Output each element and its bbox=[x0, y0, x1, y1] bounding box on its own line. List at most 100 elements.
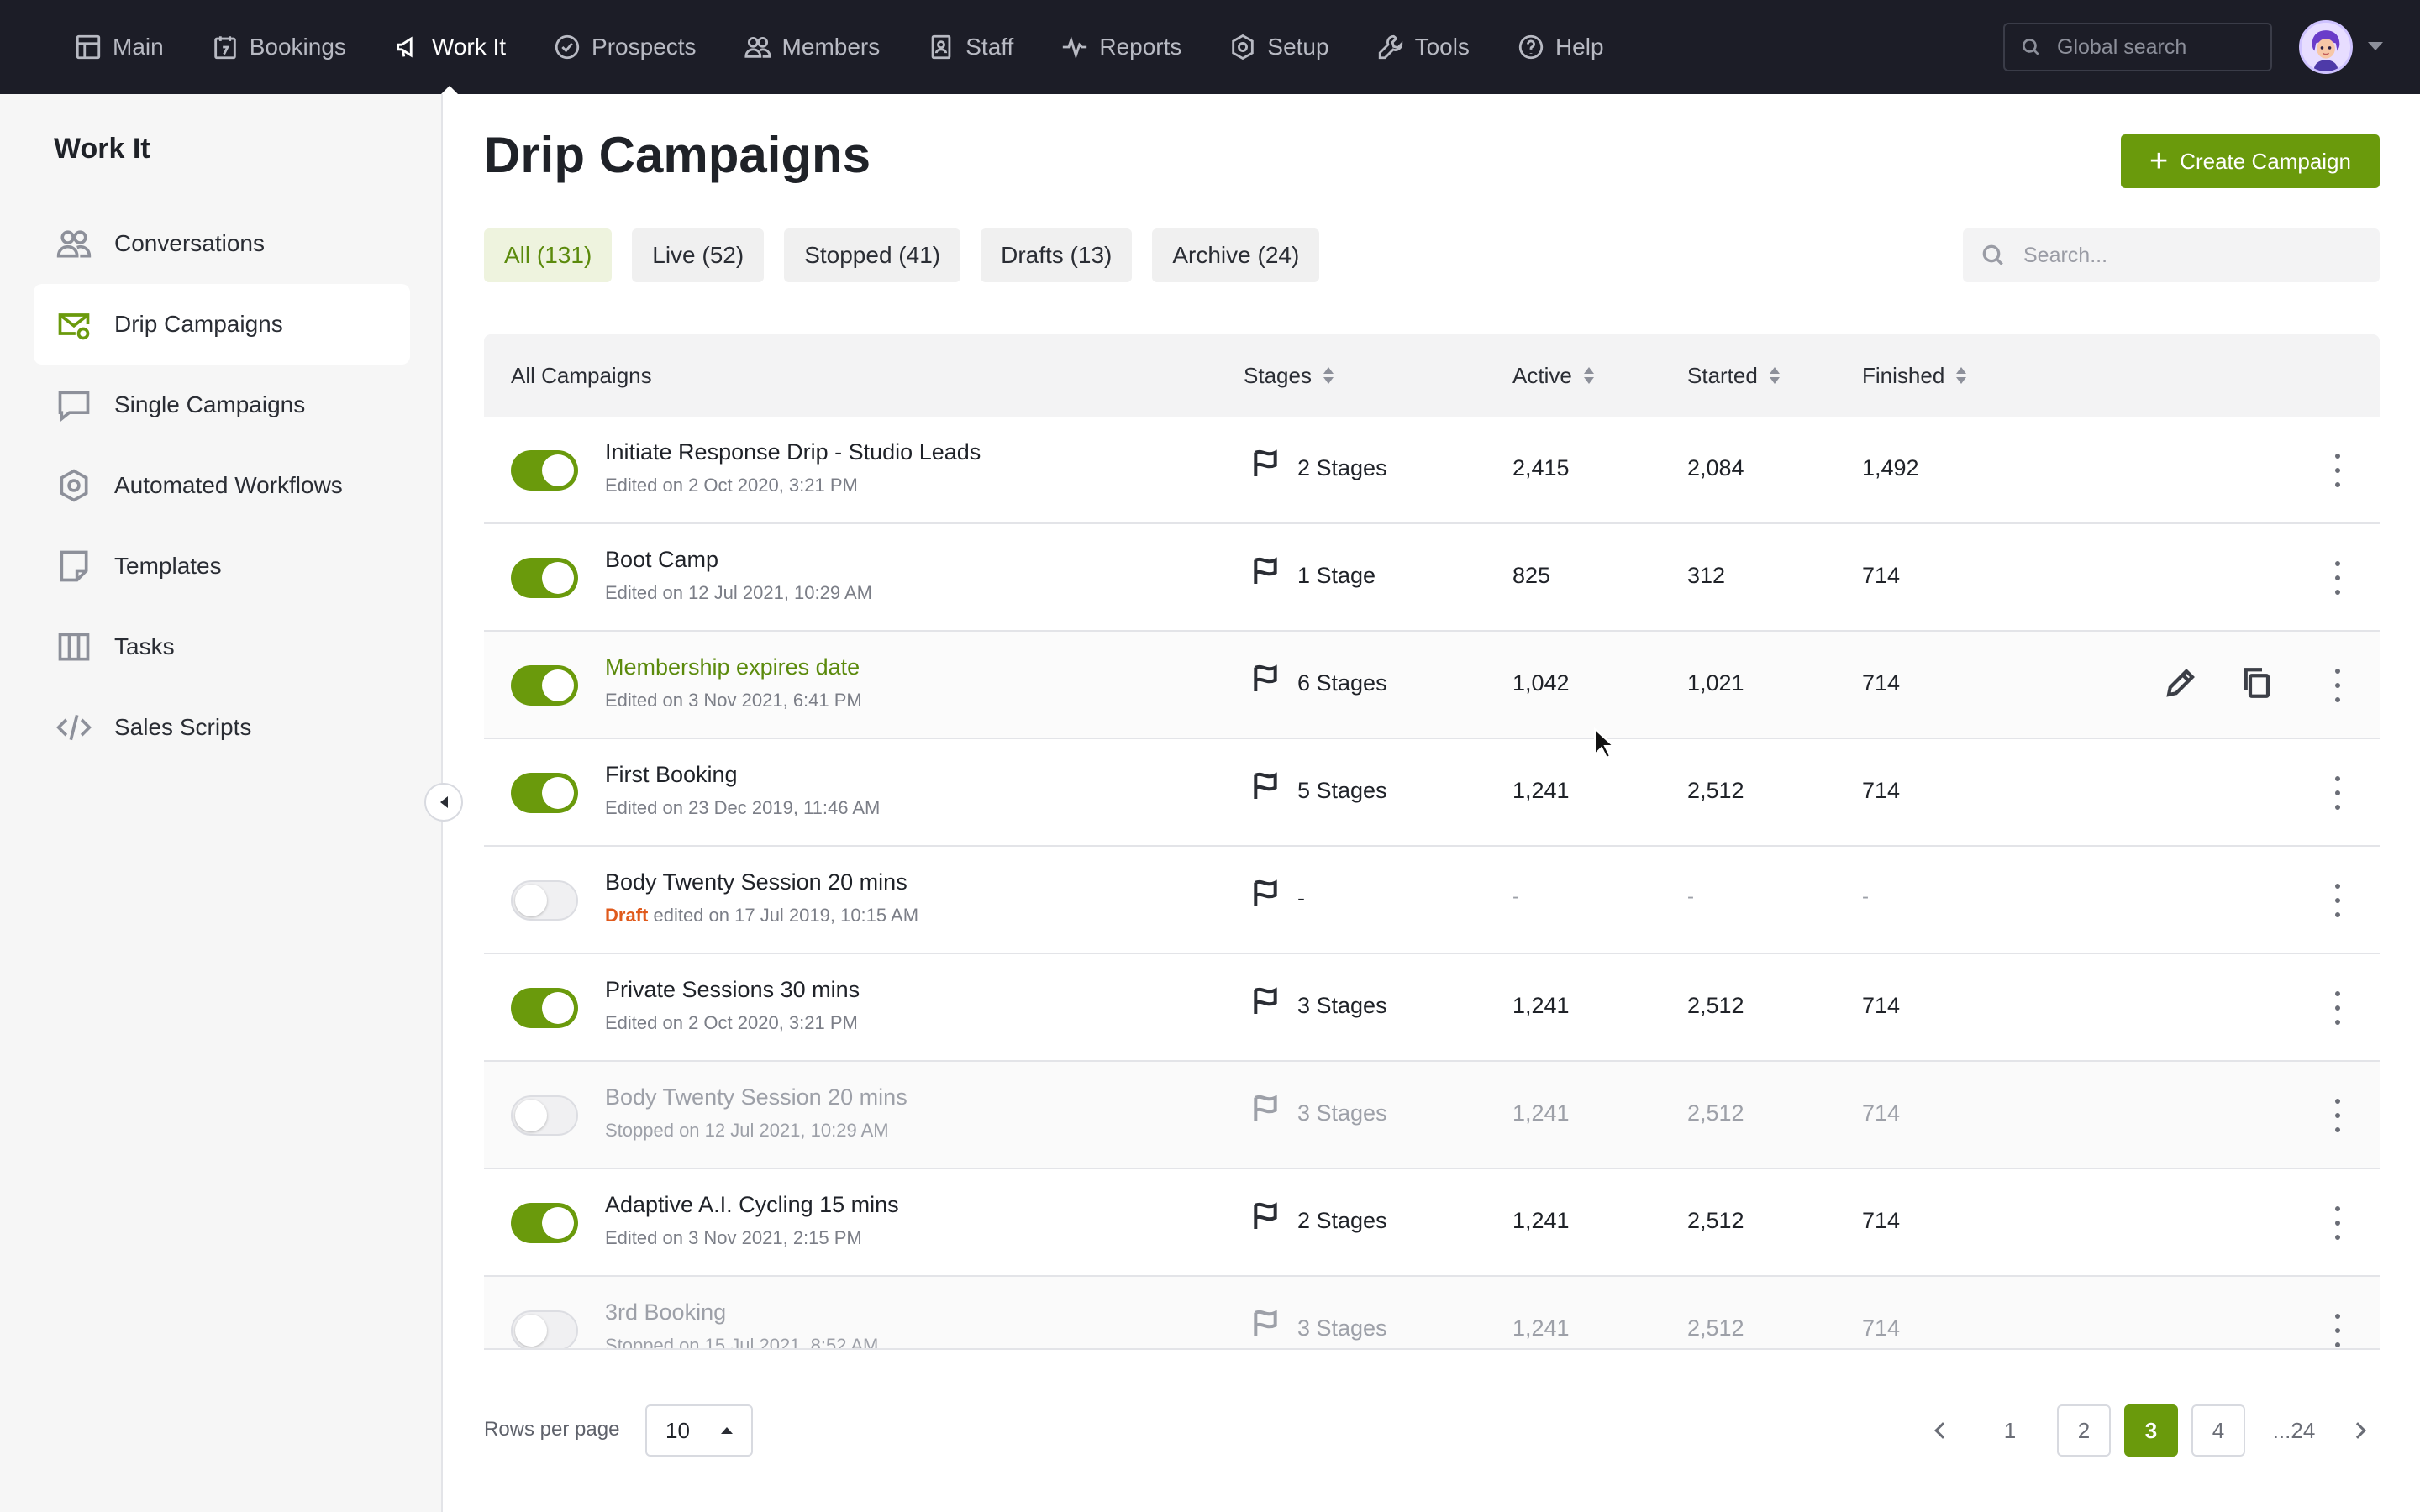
campaign-search-input[interactable]: Search... bbox=[1963, 228, 2380, 282]
nav-item-reports[interactable]: Reports bbox=[1037, 0, 1205, 94]
nav-item-tools[interactable]: Tools bbox=[1353, 0, 1493, 94]
campaign-name[interactable]: Boot Camp bbox=[605, 547, 719, 572]
page-button[interactable]: 1 bbox=[2003, 1417, 2017, 1443]
chevron-right-icon bbox=[2349, 1422, 2366, 1439]
campaign-name[interactable]: Body Twenty Session 20 mins bbox=[605, 869, 908, 895]
column-header-label: Started bbox=[1687, 362, 1758, 388]
campaign-edited-date: Edited on 2 Oct 2020, 3:21 PM bbox=[605, 1012, 858, 1033]
campaign-toggle[interactable] bbox=[511, 558, 578, 598]
table-row[interactable]: Boot Camp Edited on 12 Jul 2021, 10:29 A… bbox=[484, 524, 2380, 632]
campaign-finished: 714 bbox=[1862, 1100, 1901, 1126]
flag-icon bbox=[1249, 447, 1296, 494]
more-options-icon[interactable] bbox=[2329, 1206, 2346, 1240]
more-options-icon[interactable] bbox=[2329, 669, 2346, 702]
nav-item-label: Bookings bbox=[249, 34, 346, 60]
nav-item-label: Prospects bbox=[592, 34, 697, 60]
table-row[interactable]: Private Sessions 30 mins Edited on 2 Oct… bbox=[484, 954, 2380, 1062]
campaign-toggle[interactable] bbox=[511, 1095, 578, 1136]
page-button[interactable]: 2 bbox=[2057, 1404, 2111, 1457]
sort-icon bbox=[1323, 367, 1334, 384]
rows-per-page-label: Rows per page bbox=[484, 1418, 620, 1441]
current-page-button[interactable]: 3 bbox=[2124, 1404, 2178, 1457]
sidebar-item-single-campaigns[interactable]: Single Campaigns bbox=[34, 365, 410, 445]
tab-drafts[interactable]: Drafts (13) bbox=[981, 228, 1133, 282]
rows-per-page-select[interactable]: 10 bbox=[645, 1404, 753, 1457]
campaign-name[interactable]: Adaptive A.I. Cycling 15 mins bbox=[605, 1192, 899, 1217]
more-options-icon[interactable] bbox=[2329, 1099, 2346, 1132]
campaign-started: 2,512 bbox=[1687, 1208, 1744, 1233]
people-icon bbox=[56, 230, 92, 258]
create-campaign-button[interactable]: + Create Campaign bbox=[2121, 134, 2380, 188]
campaign-toggle[interactable] bbox=[511, 1203, 578, 1243]
account-menu-caret[interactable] bbox=[2368, 42, 2383, 50]
next-page-button[interactable] bbox=[2339, 1404, 2376, 1457]
table-header: All Campaigns Stages Active Started Fini… bbox=[484, 334, 2380, 417]
nav-item-help[interactable]: Help bbox=[1493, 0, 1628, 94]
campaign-active: 2,415 bbox=[1512, 455, 1570, 480]
more-options-icon[interactable] bbox=[2329, 884, 2346, 917]
more-options-icon[interactable] bbox=[2329, 1314, 2346, 1347]
campaign-finished: 714 bbox=[1862, 1208, 1901, 1233]
global-search-input[interactable]: Global search bbox=[2003, 23, 2272, 71]
campaign-name[interactable]: 3rd Booking bbox=[605, 1299, 727, 1325]
calendar-icon bbox=[213, 36, 236, 60]
campaign-toggle[interactable] bbox=[511, 450, 578, 491]
avatar[interactable] bbox=[2299, 20, 2353, 74]
flag-icon bbox=[1249, 769, 1296, 816]
prev-page-button[interactable] bbox=[1924, 1404, 1961, 1457]
nav-item-bookings[interactable]: Bookings bbox=[187, 0, 370, 94]
tab-all[interactable]: All (131) bbox=[484, 228, 613, 282]
more-options-icon[interactable] bbox=[2329, 991, 2346, 1025]
nav-item-setup[interactable]: Setup bbox=[1205, 0, 1352, 94]
sidebar-item-label: Templates bbox=[114, 553, 222, 579]
table-row[interactable]: First Booking Edited on 23 Dec 2019, 11:… bbox=[484, 739, 2380, 847]
sidebar-item-automated-workflows[interactable]: Automated Workflows bbox=[34, 445, 410, 526]
more-options-icon[interactable] bbox=[2329, 454, 2346, 487]
campaign-toggle[interactable] bbox=[511, 880, 578, 921]
nav-item-main[interactable]: Main bbox=[50, 0, 187, 94]
nav-item-work-it[interactable]: Work It bbox=[370, 0, 529, 94]
column-header-finished[interactable]: Finished bbox=[1862, 334, 1967, 417]
page-button[interactable]: 4 bbox=[2191, 1404, 2245, 1457]
campaign-name[interactable]: Membership expires date bbox=[605, 654, 860, 680]
edit-icon[interactable] bbox=[2163, 665, 2203, 706]
campaign-edited-date: Draft edited on 17 Jul 2019, 10:15 AM bbox=[605, 905, 918, 927]
tab-live[interactable]: Live (52) bbox=[632, 228, 765, 282]
tab-stopped[interactable]: Stopped (41) bbox=[784, 228, 961, 282]
sidebar-title: Work It bbox=[54, 133, 150, 165]
nav-item-staff[interactable]: Staff bbox=[903, 0, 1037, 94]
table-row[interactable]: Membership expires date Edited on 3 Nov … bbox=[484, 632, 2380, 739]
more-options-icon[interactable] bbox=[2329, 561, 2346, 595]
column-header-active[interactable]: Active bbox=[1512, 334, 1594, 417]
table-row[interactable]: Initiate Response Drip - Studio Leads Ed… bbox=[484, 417, 2380, 524]
sidebar-item-sales-scripts[interactable]: Sales Scripts bbox=[34, 687, 410, 768]
column-header-label: Finished bbox=[1862, 362, 1945, 388]
campaign-name[interactable]: Body Twenty Session 20 mins bbox=[605, 1084, 908, 1110]
table-row[interactable]: 3rd Booking Stopped on 15 Jul 2021, 8:52… bbox=[484, 1277, 2380, 1348]
last-page-button[interactable]: ...24 bbox=[2272, 1417, 2316, 1443]
column-header-started[interactable]: Started bbox=[1687, 334, 1780, 417]
sidebar-item-templates[interactable]: Templates bbox=[34, 526, 410, 606]
nav-item-prospects[interactable]: Prospects bbox=[529, 0, 720, 94]
column-header-stages[interactable]: Stages bbox=[1244, 334, 1334, 417]
campaign-name[interactable]: Initiate Response Drip - Studio Leads bbox=[605, 439, 981, 465]
campaign-name[interactable]: Private Sessions 30 mins bbox=[605, 977, 860, 1002]
sidebar-item-conversations[interactable]: Conversations bbox=[34, 203, 410, 284]
duplicate-icon[interactable] bbox=[2238, 665, 2279, 706]
table-row[interactable]: Body Twenty Session 20 mins Stopped on 1… bbox=[484, 1062, 2380, 1169]
sidebar-collapse-button[interactable] bbox=[424, 783, 463, 822]
search-icon bbox=[1982, 244, 2003, 265]
campaign-toggle[interactable] bbox=[511, 665, 578, 706]
tab-archive[interactable]: Archive (24) bbox=[1152, 228, 1320, 282]
table-row[interactable]: Body Twenty Session 20 mins Draft edited… bbox=[484, 847, 2380, 954]
sidebar-item-label: Tasks bbox=[114, 633, 175, 659]
table-row[interactable]: Adaptive A.I. Cycling 15 mins Edited on … bbox=[484, 1169, 2380, 1277]
nav-item-members[interactable]: Members bbox=[720, 0, 904, 94]
campaign-toggle[interactable] bbox=[511, 988, 578, 1028]
sidebar-item-tasks[interactable]: Tasks bbox=[34, 606, 410, 687]
more-options-icon[interactable] bbox=[2329, 776, 2346, 810]
campaign-toggle[interactable] bbox=[511, 773, 578, 813]
campaign-toggle[interactable] bbox=[511, 1310, 578, 1348]
sidebar-item-drip-campaigns[interactable]: Drip Campaigns bbox=[34, 284, 410, 365]
campaign-name[interactable]: First Booking bbox=[605, 762, 738, 787]
